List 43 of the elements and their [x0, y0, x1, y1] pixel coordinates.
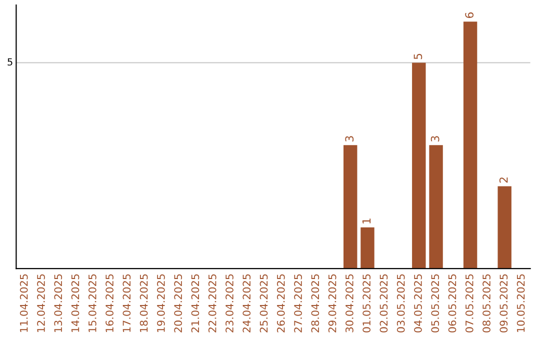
bar: [360, 227, 374, 269]
x-tick-label: 12.04.2025: [37, 274, 45, 332]
x-tick-label: 22.04.2025: [208, 274, 216, 332]
x-tick-label: 29.04.2025: [328, 274, 336, 332]
x-tick-label: 27.04.2025: [294, 274, 302, 332]
x-tick-label: 11.04.2025: [20, 274, 28, 332]
data-label: 3: [430, 136, 440, 142]
x-tick-label: 23.04.2025: [226, 274, 234, 332]
x-tick-label: 24.04.2025: [242, 274, 251, 332]
bar: [498, 186, 512, 269]
data-label: 5: [414, 54, 422, 60]
x-tick-label: 25.04.2025: [260, 274, 268, 332]
x-tick-label: 16.04.2025: [106, 274, 114, 332]
x-tick-label: 28.04.2025: [311, 274, 320, 332]
data-label: 3: [345, 136, 354, 142]
x-tick-label: 14.04.2025: [71, 274, 80, 332]
x-tick-label: 21.04.2025: [191, 274, 200, 332]
data-label: 2: [499, 178, 508, 183]
x-tick-label: 13.04.2025: [54, 274, 62, 332]
x-tick-label: 08.05.2025: [482, 274, 490, 332]
bar: [344, 145, 358, 269]
x-tick-label: 20.04.2025: [174, 274, 182, 332]
x-tick-label: 05.05.2025: [431, 274, 440, 332]
data-label: 6: [465, 12, 474, 18]
x-tick-label: 06.05.2025: [448, 274, 456, 332]
x-tick-label: 10.05.2025: [516, 274, 525, 332]
x-tick-label: 02.05.2025: [380, 274, 388, 332]
x-tick-label: 30.04.2025: [345, 274, 354, 332]
x-tick-label: 03.05.2025: [396, 274, 405, 332]
bar: [463, 22, 478, 269]
x-tick-label: 04.05.2025: [414, 274, 422, 332]
ref-line-label: 5: [8, 58, 12, 66]
x-tick-label: 19.04.2025: [157, 274, 165, 332]
x-tick-label: 01.05.2025: [362, 274, 371, 332]
x-tick-label: 15.04.2025: [88, 274, 96, 332]
x-tick-label: 09.05.2025: [500, 274, 508, 332]
data-label: 1: [362, 218, 371, 224]
x-tick-label: 07.05.2025: [465, 274, 474, 332]
x-tick-label: 26.04.2025: [276, 274, 285, 332]
x-tick-label: 17.04.2025: [122, 274, 131, 332]
bar: [412, 62, 426, 269]
x-tick-label: 18.04.2025: [140, 274, 148, 332]
bar: [429, 145, 443, 269]
